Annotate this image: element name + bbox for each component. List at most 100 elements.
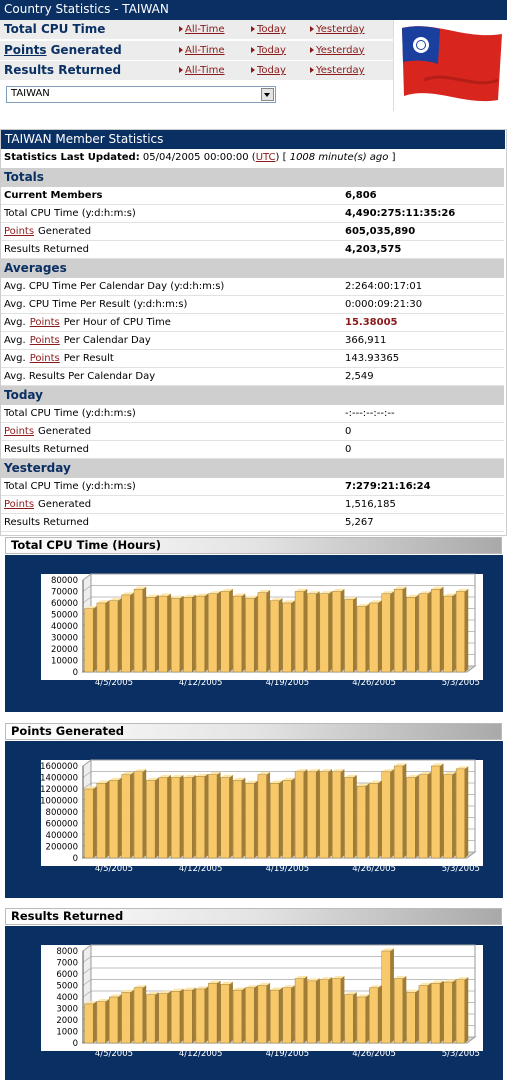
period-link[interactable]: All-Time (179, 24, 225, 35)
bar-face (431, 980, 444, 984)
bar-face (431, 763, 444, 766)
row-value: 143.93365 (345, 353, 400, 364)
row-label: Results Returned (4, 441, 89, 458)
period-link[interactable]: Yesterday (310, 24, 365, 35)
points-link[interactable]: Points (4, 226, 35, 237)
bar-face (245, 598, 255, 673)
bar-face (393, 978, 404, 1044)
period-link[interactable]: Today (251, 24, 286, 35)
bar-face (109, 777, 122, 781)
bar-face (418, 772, 432, 775)
bar (356, 994, 370, 1044)
bar-face (402, 586, 407, 672)
bar-face (319, 977, 333, 980)
bar-face (254, 780, 258, 858)
bar-face (406, 597, 416, 673)
bar (381, 769, 394, 859)
bar-face (233, 593, 246, 597)
y-tick-label: 30000 (51, 634, 78, 644)
bar-face (452, 772, 456, 858)
bar-face (294, 591, 304, 673)
points-link[interactable]: Points (29, 335, 60, 346)
bar-face (270, 600, 280, 673)
bar-face (146, 594, 159, 598)
bar (455, 977, 469, 1044)
bar (294, 588, 308, 673)
bar-face (303, 769, 308, 858)
period-link[interactable]: Today (251, 45, 286, 56)
utc-link[interactable]: UTC (255, 152, 276, 163)
stat-label-text: Results Returned (4, 63, 122, 77)
dropdown-button[interactable] (261, 88, 274, 101)
points-link[interactable]: Points (4, 42, 47, 57)
x-tick-label: 4/12/2005 (179, 1049, 223, 1059)
bar-face (96, 783, 106, 859)
points-link[interactable]: Points (4, 499, 35, 510)
bar-face (415, 594, 419, 672)
y-tick-label: 1600000 (40, 762, 78, 772)
bar (257, 772, 271, 859)
bar-face (171, 988, 184, 992)
bar (146, 992, 159, 1044)
label-text: Current Members (4, 190, 103, 201)
bar-face (307, 980, 317, 1044)
bar-face (232, 780, 243, 859)
bar-face (183, 594, 196, 598)
row-value: 0:000:09:21:30 (345, 299, 423, 310)
bar-face (406, 594, 419, 598)
bar-face (109, 600, 119, 673)
period-link[interactable]: Today (251, 65, 286, 76)
stat-row: Avg. Results Per Calendar Day 2,549 (1, 368, 504, 386)
period-link[interactable]: All-Time (179, 45, 225, 56)
stat-label: Total CPU Time (4, 22, 105, 36)
x-tick-label: 4/26/2005 (352, 1049, 396, 1059)
bar (332, 976, 345, 1044)
bar (232, 593, 246, 673)
country-dropdown[interactable]: TAIWAN (6, 86, 276, 103)
flag (393, 20, 507, 111)
bar-face (418, 593, 428, 673)
period-link[interactable]: Yesterday (310, 45, 365, 56)
bar-face (245, 595, 258, 599)
row-value: 0 (345, 444, 352, 455)
bar-face (229, 774, 233, 858)
bar-face (406, 777, 416, 859)
updated-end: ] (391, 152, 396, 163)
stat-row: Results Returned 4,203,575 (1, 241, 504, 259)
row-label: Total CPU Time (y:d:h:m:s) (4, 478, 136, 495)
bar (245, 595, 258, 673)
stat-label-text: Total CPU Time (4, 22, 106, 36)
bar-face (96, 1001, 106, 1044)
bar (245, 780, 258, 859)
bar-face (427, 591, 432, 672)
section-header: Totals (1, 168, 504, 187)
bar-face (393, 589, 404, 673)
period-link[interactable]: All-Time (179, 65, 225, 76)
points-link[interactable]: Points (29, 317, 60, 328)
bar-face (109, 598, 122, 601)
flag-fold (423, 75, 499, 85)
bar-face (208, 980, 221, 984)
bar-face (353, 992, 357, 1043)
bar-face (365, 783, 370, 858)
chart: 0200000400000600000800000100000012000001… (5, 741, 503, 898)
bar (344, 596, 357, 673)
bar-face (245, 987, 255, 1044)
bar-face (155, 992, 159, 1043)
bar-face (105, 600, 110, 672)
label-text: Generated (38, 226, 92, 237)
period-link[interactable]: Yesterday (310, 65, 365, 76)
bar-face (356, 606, 366, 673)
bar-face (307, 978, 320, 981)
bar-face (183, 777, 193, 859)
points-link[interactable]: Points (4, 426, 35, 437)
section-header: Today (1, 386, 504, 405)
bar-face (406, 774, 419, 778)
bar-face (133, 771, 143, 859)
bar (183, 987, 196, 1044)
y-tick-label: 200000 (46, 843, 78, 853)
points-link[interactable]: Points (29, 353, 60, 364)
bar (146, 777, 159, 859)
stat-row: Avg. Points Per Hour of CPU Time 15.38005 (1, 314, 504, 332)
